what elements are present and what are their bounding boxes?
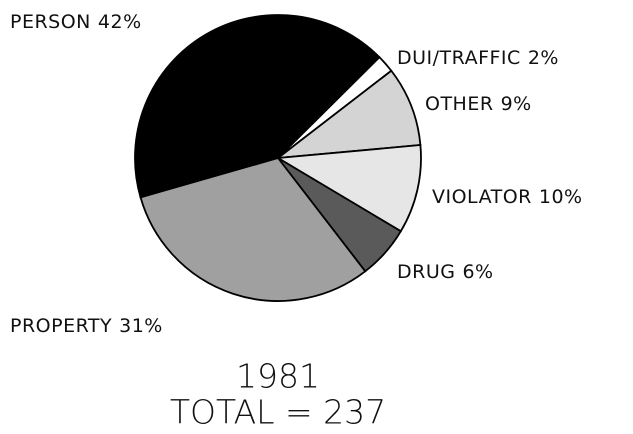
slice-label: DRUG 6% [397,261,494,283]
category-label: PERSON [10,11,91,33]
slice-label: PROPERTY 31% [10,315,163,337]
pie [134,14,422,302]
slice-label: DUI/TRAFFIC 2% [397,47,559,69]
slice-label: PERSON 42% [10,11,142,33]
category-label: PROPERTY [10,315,112,337]
category-label: VIOLATOR [432,186,532,208]
labels: PERSON 42% DUI/TRAFFIC 2% OTHER 9% VIOLATOR 10%… [10,11,583,337]
pie-slice [274,69,422,160]
value-label: 2% [528,47,559,69]
category-label: DRUG [397,261,455,283]
slice-label: VIOLATOR 10% [432,186,583,208]
value-label: 9% [501,93,532,115]
pie-slice [275,144,422,233]
chart-title: 1981 [236,357,320,396]
category-label: OTHER [425,93,494,115]
pie-slice [139,156,367,302]
value-label: 31% [119,315,163,337]
value-label: 6% [462,261,493,283]
pie-slice [134,14,381,199]
slice-label: OTHER 9% [425,93,532,115]
value-label: 42% [98,11,142,33]
chart-subtitle: TOTAL = 237 [170,393,386,432]
category-label: DUI/TRAFFIC [397,47,521,69]
value-label: 10% [539,186,583,208]
